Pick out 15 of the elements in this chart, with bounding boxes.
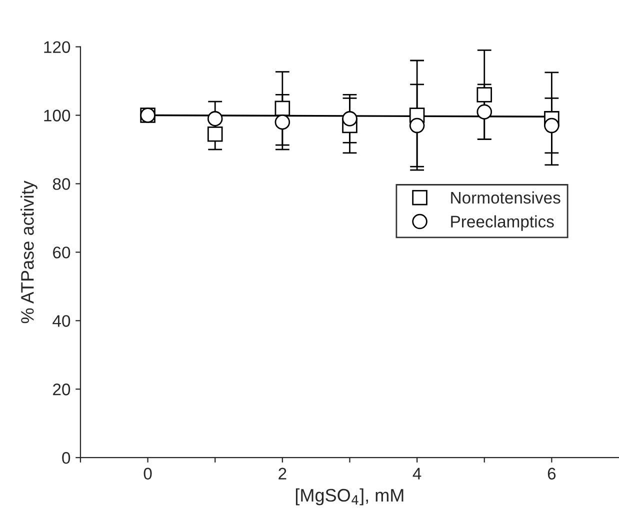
x-tick-label: 4	[412, 468, 422, 480]
x-tick-label: 0	[144, 468, 152, 480]
y-tick-label: 60	[53, 246, 70, 258]
x-tick-label: 6	[548, 468, 556, 480]
y-tick-label: 0	[62, 452, 70, 464]
x-axis-title: [MgSO$_{4}$], mM	[296, 488, 404, 506]
legend-label: Normotensives	[451, 191, 560, 204]
y-axis-title: % ATPase activity	[20, 180, 38, 324]
y-tick-label: 80	[52, 178, 70, 190]
y-tick-label: 40	[52, 315, 70, 327]
y-tick-label: 100	[44, 110, 70, 122]
legend-label: Preeclamptics	[451, 215, 554, 231]
y-tick-label: 20	[53, 384, 70, 396]
y-tick-label: 120	[44, 41, 70, 54]
x-tick-label: 2	[278, 468, 286, 480]
